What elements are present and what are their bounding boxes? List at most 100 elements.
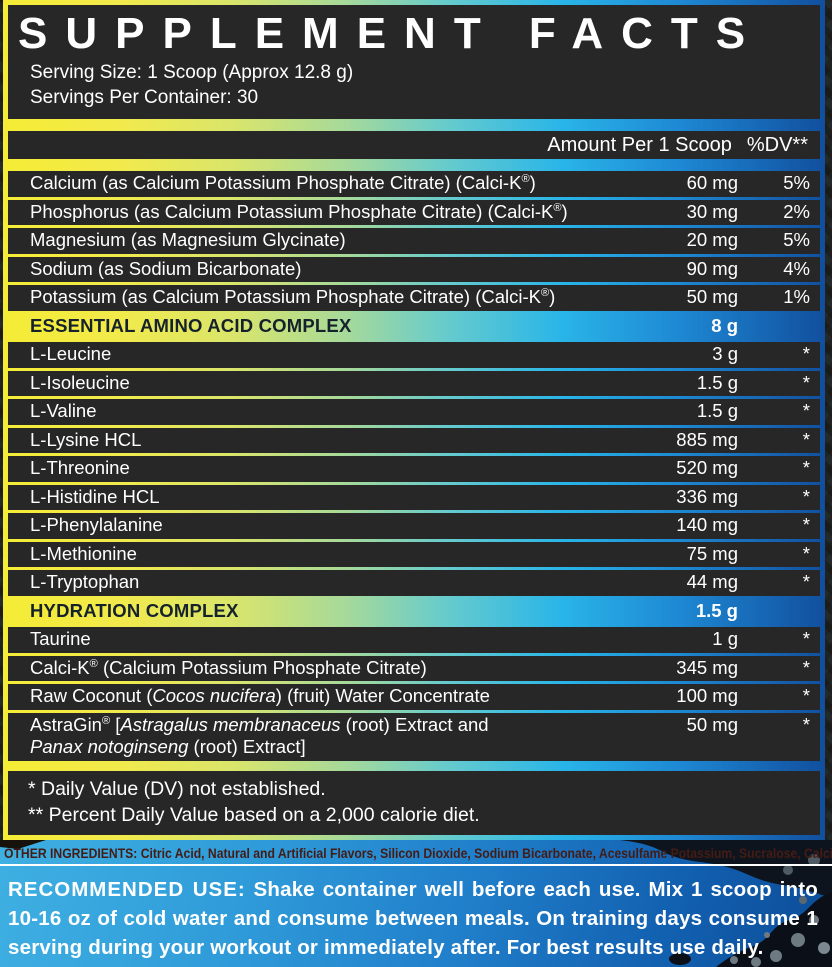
row-dv: 4% bbox=[783, 257, 810, 279]
row-amount: 885 mg bbox=[676, 428, 738, 450]
section-header-row: ESSENTIAL AMINO ACID COMPLEX 8 g bbox=[8, 314, 820, 340]
recommended-use-label: RECOMMENDED USE: bbox=[8, 877, 246, 901]
table-row: Sodium (as Sodium Bicarbonate) 90 mg 4% bbox=[8, 256, 820, 282]
footnotes-block: * Daily Value (DV) not established. ** P… bbox=[8, 770, 820, 835]
row-name: L-Phenylalanine bbox=[30, 514, 163, 535]
row-name: L-Histidine HCL bbox=[30, 485, 160, 507]
row-name: Potassium (as Calcium Potassium Phosphat… bbox=[30, 286, 556, 307]
table-row: Calcium (as Calcium Potassium Phosphate … bbox=[8, 171, 820, 197]
row-amount: 44 mg bbox=[686, 571, 738, 592]
corner-wedge-graphic bbox=[0, 839, 46, 849]
row-dv: * bbox=[802, 457, 810, 478]
row-name: Calci-K® (Calcium Potassium Phosphate Ci… bbox=[30, 656, 427, 678]
row-amount: 20 mg bbox=[686, 229, 738, 250]
row-amount: 336 mg bbox=[676, 485, 738, 507]
row-dv: * bbox=[802, 685, 810, 706]
bottom-panel: OTHER INGREDIENTS: Citric Acid, Natural … bbox=[0, 839, 832, 967]
footnote-dv-not-established: * Daily Value (DV) not established. bbox=[28, 777, 326, 800]
row-name: HYDRATION COMPLEX bbox=[30, 599, 239, 621]
gradient-divider bbox=[8, 162, 820, 168]
row-amount: 50 mg bbox=[686, 286, 738, 307]
table-row: L-Leucine 3 g * bbox=[8, 342, 820, 368]
table-row: L-Isoleucine 1.5 g * bbox=[8, 370, 820, 396]
table-row: AstraGin® [Astragalus membranaceus (root… bbox=[8, 712, 820, 761]
table-row: L-Lysine HCL 885 mg * bbox=[8, 427, 820, 453]
row-amount: 1.5 g bbox=[696, 371, 738, 393]
row-amount: 1.5 g bbox=[695, 599, 738, 621]
row-amount: 100 mg bbox=[676, 685, 738, 706]
table-row: L-Phenylalanine 140 mg * bbox=[8, 513, 820, 539]
table-row: Taurine 1 g * bbox=[8, 627, 820, 653]
row-amount: 75 mg bbox=[686, 542, 738, 564]
row-name: L-Tryptophan bbox=[30, 571, 140, 592]
row-amount: 1 g bbox=[712, 628, 738, 649]
other-ingredients-text: OTHER INGREDIENTS: Citric Acid, Natural … bbox=[4, 844, 832, 861]
row-dv: * bbox=[802, 656, 810, 678]
row-amount: 30 mg bbox=[686, 200, 738, 222]
table-row: L-Tryptophan 44 mg * bbox=[8, 570, 820, 596]
row-dv: * bbox=[802, 542, 810, 564]
row-dv: 5% bbox=[783, 229, 810, 250]
other-ingredients-row: OTHER INGREDIENTS: Citric Acid, Natural … bbox=[0, 840, 832, 866]
row-dv: * bbox=[802, 628, 810, 649]
table-row: Phosphorus (as Calcium Potassium Phospha… bbox=[8, 199, 820, 225]
row-name: L-Lysine HCL bbox=[30, 428, 142, 450]
table-row: Potassium (as Calcium Potassium Phosphat… bbox=[8, 285, 820, 311]
row-name: L-Valine bbox=[30, 400, 97, 421]
row-name: AstraGin® [Astragalus membranaceus (root… bbox=[30, 713, 489, 758]
table-row: Magnesium (as Magnesium Glycinate) 20 mg 5… bbox=[8, 228, 820, 254]
row-dv: * bbox=[802, 514, 810, 535]
row-amount: 50 mg bbox=[686, 713, 738, 735]
row-dv: * bbox=[802, 371, 810, 393]
table-row: Calci-K® (Calcium Potassium Phosphate Ci… bbox=[8, 655, 820, 681]
row-amount: 60 mg bbox=[686, 172, 738, 193]
gradient-divider bbox=[8, 764, 820, 768]
panel-header: SUPPLEMENT FACTS Serving Size: 1 Scoop (… bbox=[8, 5, 820, 119]
row-dv: 2% bbox=[783, 200, 810, 222]
row-dv: * bbox=[802, 428, 810, 450]
table-row: L-Histidine HCL 336 mg * bbox=[8, 484, 820, 510]
panel-title: SUPPLEMENT FACTS bbox=[18, 9, 764, 58]
column-header-row: Amount Per 1 Scoop %DV** bbox=[8, 131, 820, 159]
table-row: Raw Coconut (Cocos nucifera) (fruit) Wat… bbox=[8, 684, 820, 710]
row-dv: * bbox=[802, 343, 810, 364]
table-rows: Calcium (as Calcium Potassium Phosphate … bbox=[8, 171, 820, 761]
row-amount: 90 mg bbox=[686, 257, 738, 279]
recommended-use-text: RECOMMENDED USE: Shake container well be… bbox=[0, 866, 832, 962]
row-amount: 8 g bbox=[711, 314, 738, 336]
row-name: Magnesium (as Magnesium Glycinate) bbox=[30, 229, 346, 250]
row-amount: 345 mg bbox=[676, 656, 738, 678]
row-name: Raw Coconut (Cocos nucifera) (fruit) Wat… bbox=[30, 685, 490, 706]
gradient-divider bbox=[8, 122, 820, 128]
row-dv: * bbox=[802, 400, 810, 421]
row-name: Sodium (as Sodium Bicarbonate) bbox=[30, 257, 302, 279]
row-name: L-Leucine bbox=[30, 343, 112, 364]
row-name: Taurine bbox=[30, 628, 91, 649]
footnote-percent-daily-value: ** Percent Daily Value based on a 2,000 … bbox=[28, 803, 480, 826]
dv-column-header: %DV** bbox=[746, 133, 808, 156]
row-name: L-Threonine bbox=[30, 457, 130, 478]
section-header-row: HYDRATION COMPLEX 1.5 g bbox=[8, 599, 820, 625]
table-row: L-Threonine 520 mg * bbox=[8, 456, 820, 482]
row-dv: 1% bbox=[783, 286, 810, 307]
row-dv: * bbox=[802, 485, 810, 507]
servings-per-container-text: Servings Per Container: 30 bbox=[30, 87, 259, 108]
row-name: Phosphorus (as Calcium Potassium Phospha… bbox=[30, 200, 568, 222]
row-amount: 520 mg bbox=[676, 457, 738, 478]
row-name: L-Methionine bbox=[30, 542, 137, 564]
row-amount: 140 mg bbox=[676, 514, 738, 535]
table-row: L-Methionine 75 mg * bbox=[8, 541, 820, 567]
row-amount: 3 g bbox=[712, 343, 738, 364]
amount-column-header: Amount Per 1 Scoop bbox=[547, 133, 732, 156]
row-name: ESSENTIAL AMINO ACID COMPLEX bbox=[30, 314, 352, 336]
row-name: L-Isoleucine bbox=[30, 371, 130, 393]
row-name: Calcium (as Calcium Potassium Phosphate … bbox=[30, 172, 536, 193]
table-row: L-Valine 1.5 g * bbox=[8, 399, 820, 425]
row-amount: 1.5 g bbox=[696, 400, 738, 421]
row-dv: * bbox=[802, 571, 810, 592]
supplement-facts-panel: SUPPLEMENT FACTS Serving Size: 1 Scoop (… bbox=[3, 0, 825, 840]
serving-size-text: Serving Size: 1 Scoop (Approx 12.8 g) bbox=[30, 62, 354, 83]
row-dv: 5% bbox=[783, 172, 810, 193]
row-dv: * bbox=[802, 713, 810, 735]
